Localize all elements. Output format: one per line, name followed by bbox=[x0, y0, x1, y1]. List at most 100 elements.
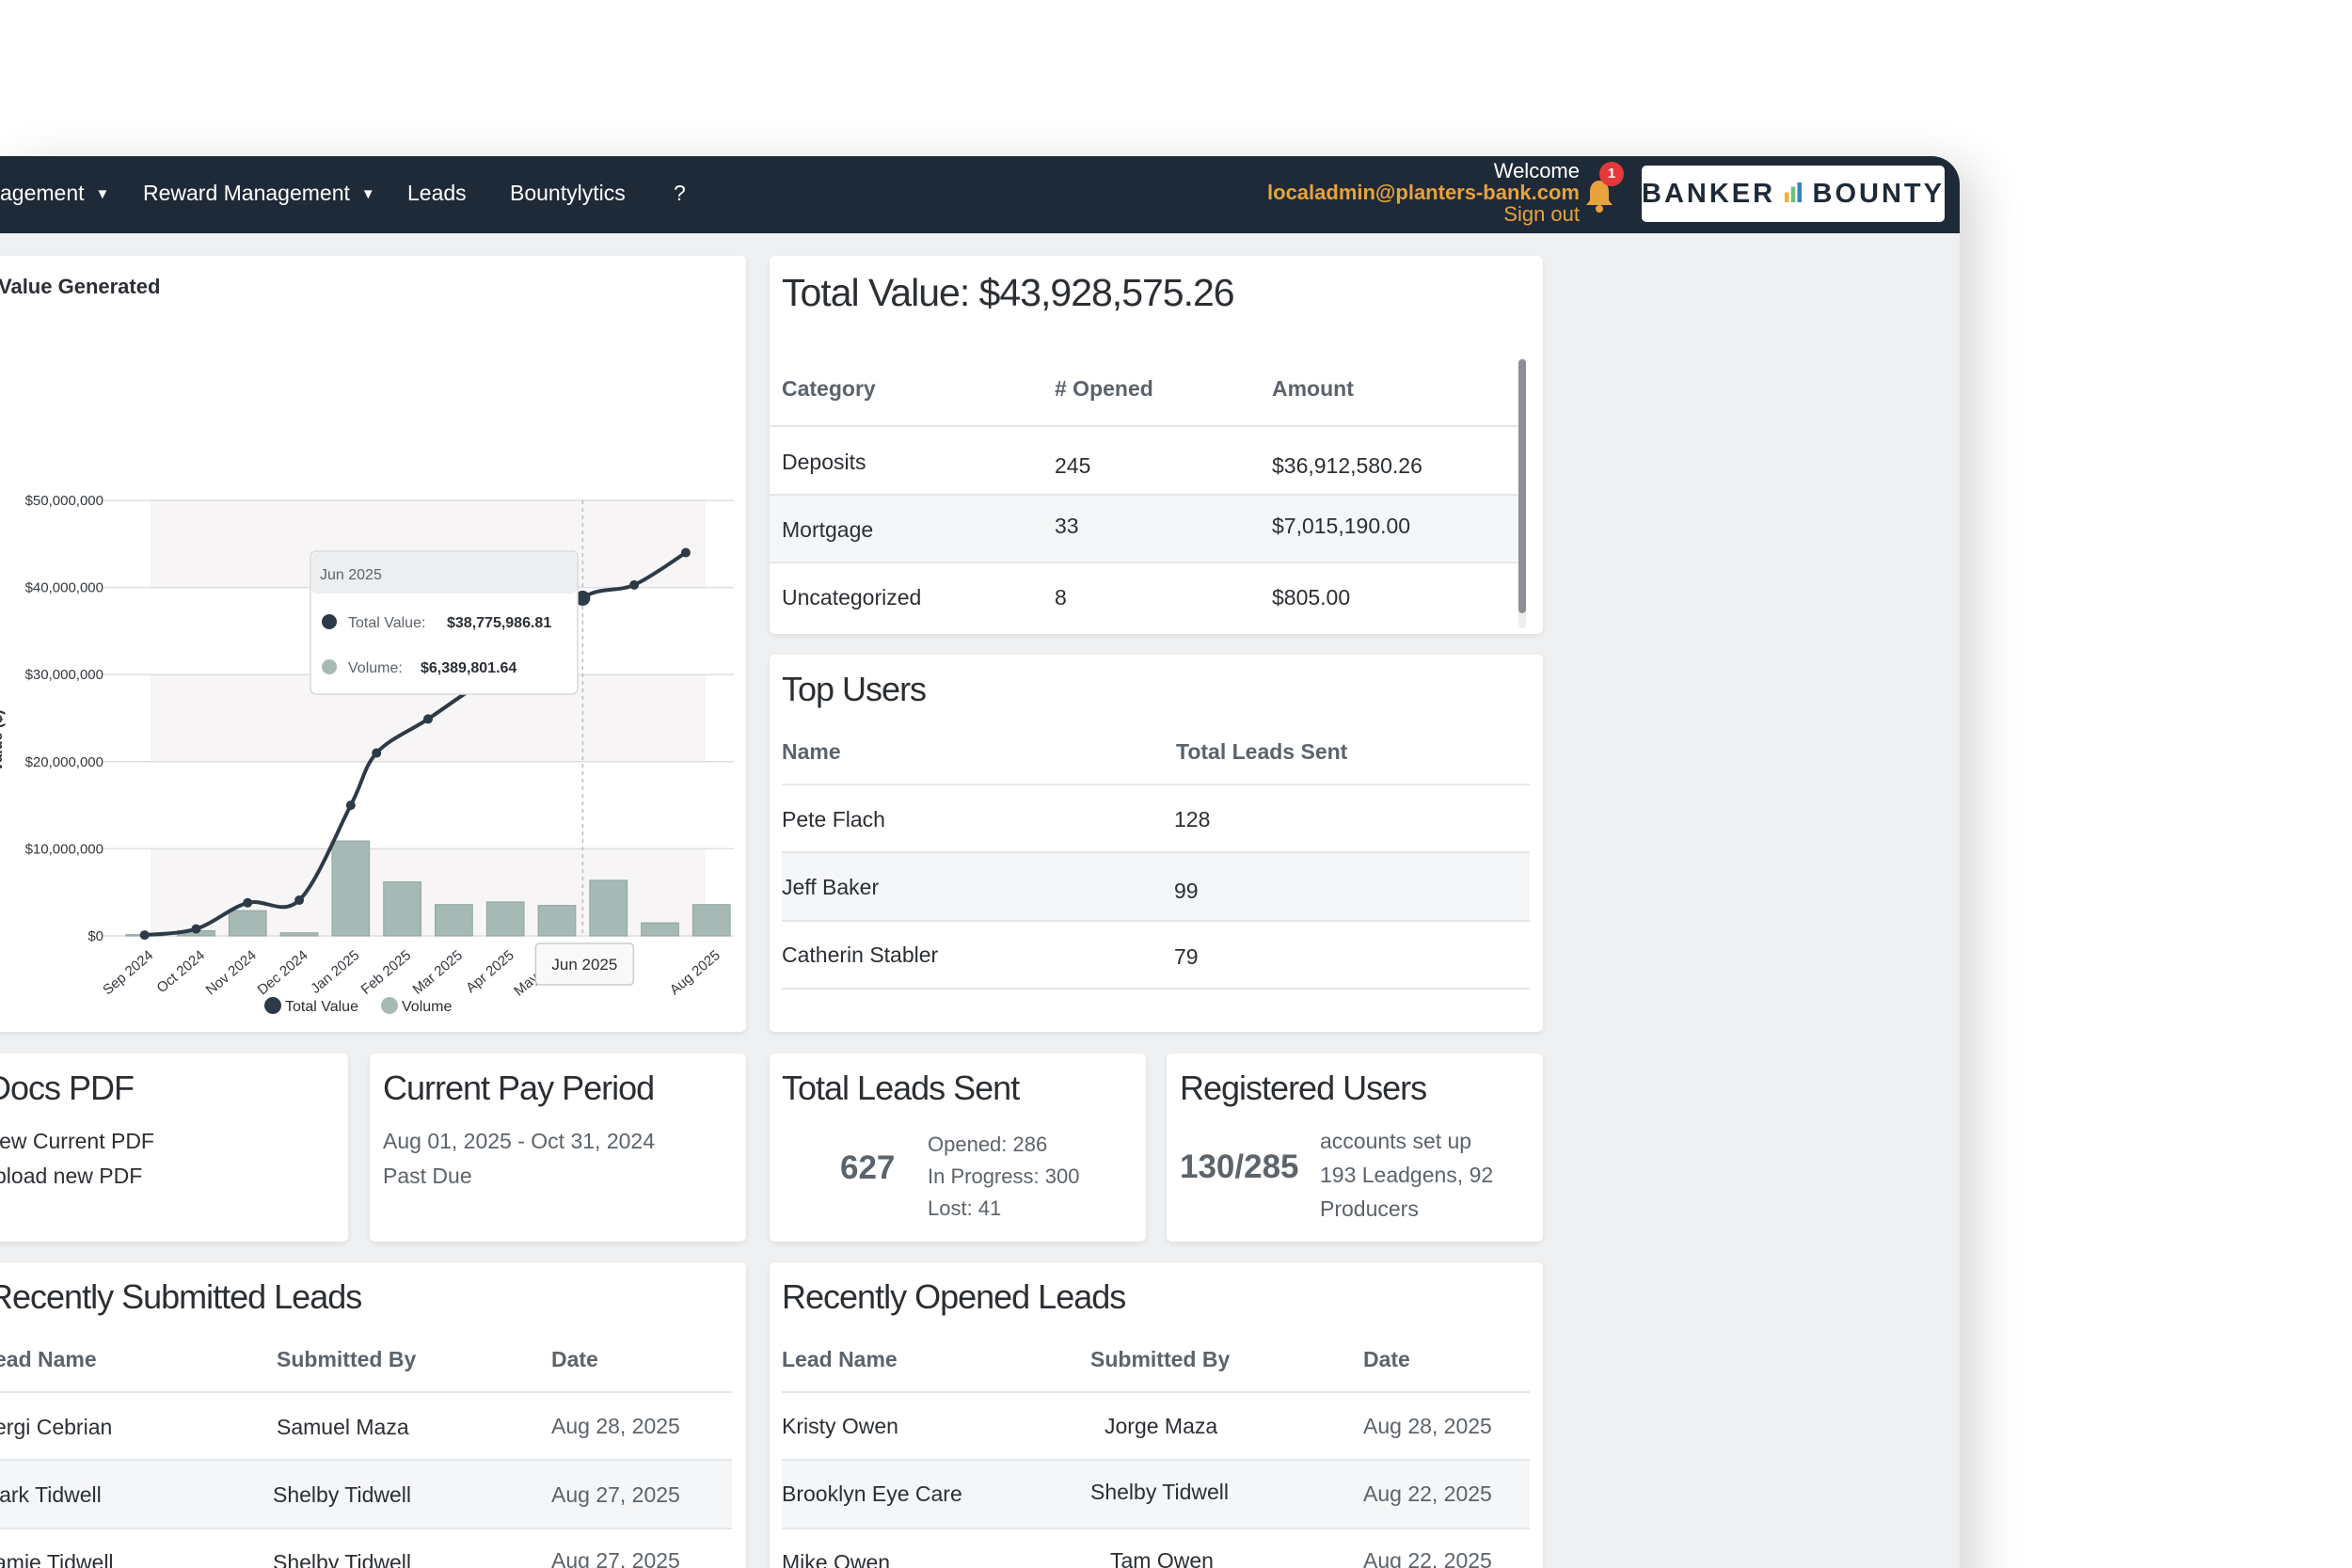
y-tick-label: $50,000,000 bbox=[25, 493, 103, 509]
nav-menu-reward-management[interactable]: Reward Management ▼ bbox=[143, 181, 375, 206]
cell-date: Aug 22, 2025 bbox=[1363, 1481, 1492, 1506]
cell-lead-name: Mike Owen bbox=[782, 1550, 891, 1568]
total-value-point bbox=[680, 547, 691, 558]
tooltip-volume-marker bbox=[322, 659, 337, 674]
row-divider bbox=[770, 562, 1525, 563]
cell-date: Aug 28, 2025 bbox=[551, 1414, 680, 1438]
total-value-point bbox=[575, 590, 591, 606]
tooltip-header bbox=[311, 552, 577, 594]
col-header-opened[interactable]: # Opened bbox=[1055, 376, 1153, 401]
total-value-point bbox=[372, 748, 382, 758]
x-hover-label: Jun 2025 bbox=[551, 956, 617, 974]
cell-lead-name: Kristy Owen bbox=[782, 1414, 898, 1438]
col-header-date[interactable]: Date bbox=[1363, 1347, 1410, 1371]
row-divider bbox=[770, 494, 1525, 496]
nav-bountylytics[interactable]: Bountylytics bbox=[510, 181, 626, 205]
x-tick-label: Aug 2025 bbox=[667, 947, 723, 998]
legend-volume-marker bbox=[381, 997, 398, 1014]
x-tick-label: Jan 2025 bbox=[308, 947, 362, 997]
cell-date: Aug 28, 2025 bbox=[1363, 1414, 1492, 1438]
x-tick-label: Nov 2024 bbox=[203, 947, 260, 998]
y-tick-label: $0 bbox=[87, 928, 103, 944]
banker-bounty-logo[interactable]: BANKER BOUNTY bbox=[1642, 166, 1945, 222]
cell-category: Uncategorized bbox=[782, 585, 922, 610]
nav-leads[interactable]: Leads bbox=[407, 181, 467, 205]
registered-users-title: Registered Users bbox=[1180, 1069, 1427, 1107]
cell-user-leads: 128 bbox=[1174, 807, 1211, 832]
volume-bar bbox=[485, 901, 525, 937]
nav-help[interactable]: ? bbox=[674, 181, 686, 205]
y-tick-label: $30,000,000 bbox=[25, 667, 103, 683]
welcome-text: Welcome bbox=[1493, 159, 1580, 182]
scrollbar-track[interactable] bbox=[1518, 357, 1526, 628]
user-email-link[interactable]: localadmin@planters-bank.com bbox=[1267, 181, 1580, 204]
col-header-lead-name[interactable]: Lead Name bbox=[782, 1347, 898, 1371]
col-header-date[interactable]: Date bbox=[551, 1347, 598, 1371]
leads-in-progress: In Progress: 300 bbox=[928, 1164, 1080, 1188]
row-divider bbox=[782, 1391, 1530, 1393]
x-tick-label: Dec 2024 bbox=[254, 947, 310, 998]
cell-amount: $36,912,580.26 bbox=[1272, 453, 1422, 478]
cell-lead-name: Brooklyn Eye Care bbox=[782, 1481, 962, 1506]
logo-text-left: BANKER bbox=[1642, 178, 1776, 209]
nav-menu-management[interactable]: agement ▼ bbox=[0, 181, 109, 206]
nav-label: Reward Management bbox=[143, 181, 350, 205]
total-value-point bbox=[294, 895, 305, 906]
total-value-point bbox=[423, 714, 433, 724]
total-value-card: Total Value: $43,928,575.26 Category # O… bbox=[770, 256, 1543, 634]
cell-lead-name: lark Tidwell bbox=[0, 1482, 102, 1507]
col-header-lead-name[interactable]: ead Name bbox=[0, 1347, 97, 1371]
y-axis-title: Value ($) bbox=[0, 710, 6, 772]
total-value-point bbox=[629, 579, 640, 590]
nav-label: agement bbox=[0, 181, 85, 205]
col-header-leads-sent[interactable]: Total Leads Sent bbox=[1176, 739, 1348, 764]
volume-bar bbox=[435, 904, 473, 937]
top-navbar: agement ▼ Reward Management ▼ Leads Bounty… bbox=[0, 156, 1960, 233]
y-tick-label: $10,000,000 bbox=[25, 841, 103, 857]
volume-bar bbox=[641, 922, 679, 937]
scrollbar-thumb[interactable] bbox=[1518, 359, 1526, 613]
cell-category: Mortgage bbox=[782, 517, 874, 542]
x-hover-label-box bbox=[534, 942, 635, 986]
total-leads-card: Total Leads Sent 627 Opened: 286 In Prog… bbox=[770, 1053, 1146, 1242]
col-header-name[interactable]: Name bbox=[782, 739, 841, 764]
registered-users-count: 130/285 bbox=[1180, 1148, 1299, 1185]
row-stripe bbox=[0, 1460, 732, 1528]
logo-text-right: BOUNTY bbox=[1812, 178, 1945, 209]
leads-opened: Opened: 286 bbox=[928, 1132, 1048, 1156]
row-divider bbox=[782, 851, 1530, 853]
legend-total-marker bbox=[264, 997, 281, 1014]
upload-new-pdf-link[interactable]: pload new PDF bbox=[0, 1164, 143, 1188]
recently-opened-title: Recently Opened Leads bbox=[782, 1277, 1126, 1316]
sign-out-link[interactable]: Sign out bbox=[1503, 202, 1580, 226]
cell-amount: $7,015,190.00 bbox=[1272, 514, 1411, 538]
legend-total-label: Total Value bbox=[285, 999, 358, 1015]
volume-bar bbox=[691, 904, 731, 937]
pay-period-title: Current Pay Period bbox=[383, 1069, 655, 1107]
total-leads-count: 627 bbox=[840, 1149, 896, 1186]
view-current-pdf-link[interactable]: iew Current PDF bbox=[0, 1129, 154, 1153]
pay-period-card: Current Pay Period Aug 01, 2025 - Oct 31… bbox=[370, 1053, 746, 1242]
col-header-submitted-by[interactable]: Submitted By bbox=[1090, 1347, 1231, 1371]
value-generated-card: Value Generated $0 $10,000,000 $20,000,000… bbox=[0, 256, 746, 1032]
user-welcome: Welcome localadmin@planters-bank.com Sig… bbox=[1267, 160, 1580, 225]
row-divider bbox=[782, 1528, 1530, 1529]
volume-bar bbox=[537, 905, 577, 937]
cell-submitted-by: Tam Owen bbox=[1110, 1548, 1214, 1568]
col-header-amount[interactable]: Amount bbox=[1272, 376, 1354, 401]
row-divider bbox=[0, 1528, 732, 1529]
cell-user-name: Catherin Stabler bbox=[782, 942, 939, 967]
cell-date: Aug 27, 2025 bbox=[551, 1482, 680, 1507]
registered-users-line2: 193 Leadgens, 92 bbox=[1320, 1163, 1494, 1187]
total-value-point bbox=[139, 930, 150, 941]
cell-submitted-by: Shelby Tidwell bbox=[1090, 1480, 1230, 1504]
registered-users-line3: Producers bbox=[1320, 1196, 1419, 1221]
notification-badge: 1 bbox=[1599, 162, 1624, 186]
value-chart-svg[interactable]: $0 $10,000,000 $20,000,000 $30,000,000 $40,0… bbox=[0, 256, 746, 1032]
bell-icon[interactable] bbox=[1582, 177, 1616, 214]
tooltip-total-label: Total Value: bbox=[348, 615, 425, 631]
col-header-submitted-by[interactable]: Submitted By bbox=[277, 1347, 417, 1371]
col-header-category[interactable]: Category bbox=[782, 376, 876, 401]
logo-bars-icon bbox=[1785, 182, 1803, 202]
tooltip-total-marker bbox=[322, 614, 337, 629]
